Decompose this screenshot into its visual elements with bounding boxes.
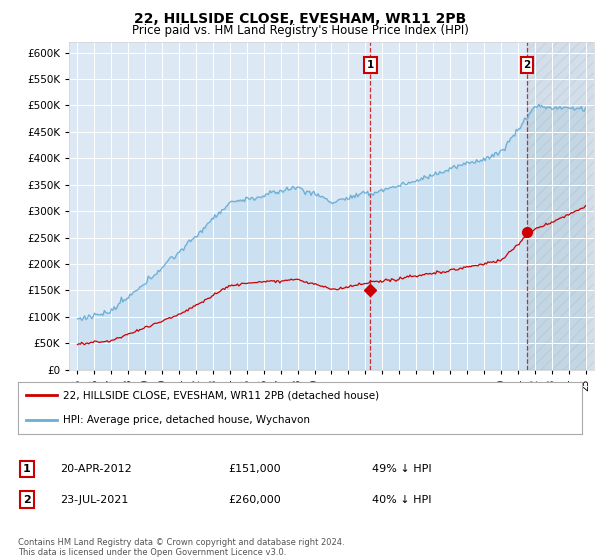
Text: Contains HM Land Registry data © Crown copyright and database right 2024.
This d: Contains HM Land Registry data © Crown c… — [18, 538, 344, 557]
Text: 40% ↓ HPI: 40% ↓ HPI — [372, 494, 431, 505]
Text: 2: 2 — [523, 60, 531, 70]
Text: 22, HILLSIDE CLOSE, EVESHAM, WR11 2PB: 22, HILLSIDE CLOSE, EVESHAM, WR11 2PB — [134, 12, 466, 26]
Text: 1: 1 — [367, 60, 374, 70]
Text: 1: 1 — [23, 464, 31, 474]
Text: 22, HILLSIDE CLOSE, EVESHAM, WR11 2PB (detached house): 22, HILLSIDE CLOSE, EVESHAM, WR11 2PB (d… — [63, 390, 379, 400]
Text: HPI: Average price, detached house, Wychavon: HPI: Average price, detached house, Wych… — [63, 415, 310, 425]
Text: 23-JUL-2021: 23-JUL-2021 — [60, 494, 128, 505]
Text: £260,000: £260,000 — [228, 494, 281, 505]
Text: Price paid vs. HM Land Registry's House Price Index (HPI): Price paid vs. HM Land Registry's House … — [131, 24, 469, 37]
Text: 2: 2 — [23, 494, 31, 505]
Text: 20-APR-2012: 20-APR-2012 — [60, 464, 132, 474]
Text: £151,000: £151,000 — [228, 464, 281, 474]
Text: 49% ↓ HPI: 49% ↓ HPI — [372, 464, 431, 474]
